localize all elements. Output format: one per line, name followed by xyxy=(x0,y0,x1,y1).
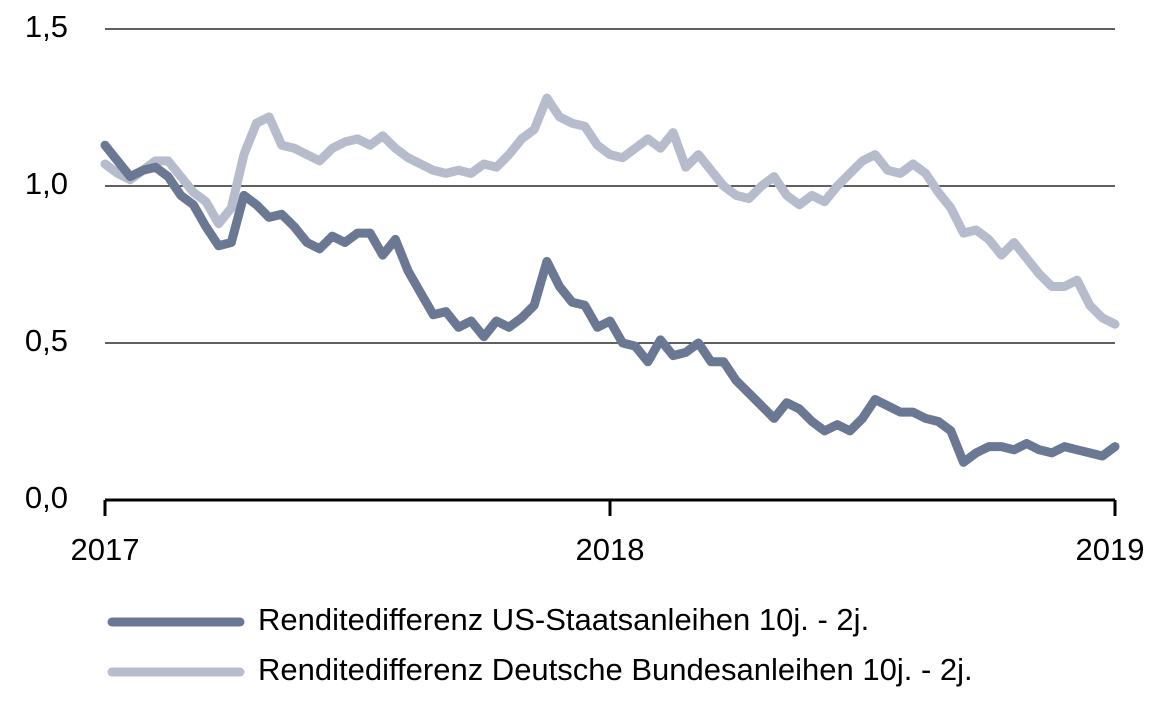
x-tick-label: 2019 xyxy=(1076,532,1145,567)
series-line xyxy=(100,140,1120,467)
legend-label: Renditedifferenz US-Staatsanleihen 10j. … xyxy=(258,602,869,637)
y-tick-label: 0,0 xyxy=(25,480,68,515)
legend-label: Renditedifferenz Deutsche Bundesanleihen… xyxy=(258,652,973,687)
x-tick-label: 2017 xyxy=(71,532,140,567)
y-tick-label: 1,5 xyxy=(25,9,68,44)
x-tick-label: 2018 xyxy=(576,532,645,567)
y-tick-label: 0,5 xyxy=(25,323,68,358)
series-line xyxy=(100,93,1120,329)
y-tick-label: 1,0 xyxy=(25,166,68,201)
